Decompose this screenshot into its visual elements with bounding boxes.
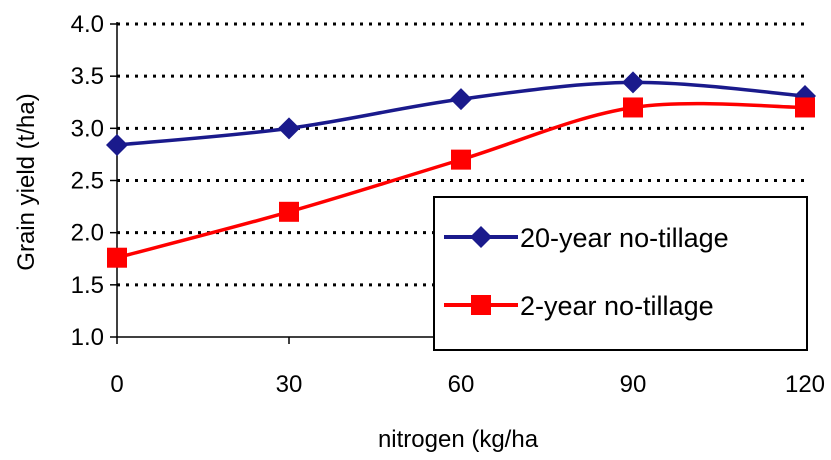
data-point bbox=[623, 97, 643, 118]
legend-label: 20-year no-tillage bbox=[520, 223, 729, 253]
y-axis-label: Grain yield (t/ha) bbox=[13, 93, 40, 270]
y-tick-label: 2.0 bbox=[71, 220, 104, 247]
data-point bbox=[279, 201, 299, 222]
data-point bbox=[450, 88, 472, 111]
x-tick-label: 60 bbox=[448, 371, 475, 398]
legend-entry: 2-year no-tillage bbox=[444, 291, 714, 321]
x-tick-label: 30 bbox=[276, 371, 303, 398]
legend-marker bbox=[471, 295, 491, 315]
y-tick-labels: 1.0 1.5 2.0 2.5 3.0 3.5 4.0 bbox=[71, 11, 104, 351]
x-tick-labels: 0 30 60 90 120 bbox=[110, 371, 825, 398]
y-tick-label: 3.5 bbox=[71, 63, 104, 90]
y-tick-label: 1.0 bbox=[71, 324, 104, 351]
data-point bbox=[622, 71, 644, 94]
legend-marker bbox=[470, 226, 492, 248]
data-point bbox=[451, 149, 471, 170]
x-tick-label: 0 bbox=[110, 371, 123, 398]
x-axis-label: nitrogen (kg/ha bbox=[378, 426, 539, 453]
series-layer bbox=[106, 71, 816, 268]
x-tick-label: 120 bbox=[785, 371, 825, 398]
y-tick-label: 3.0 bbox=[71, 115, 104, 142]
data-point bbox=[278, 117, 300, 140]
series-2 bbox=[107, 97, 815, 268]
legend: 20-year no-tillage 2-year no-tillage bbox=[433, 196, 808, 351]
data-point bbox=[795, 97, 815, 118]
x-tick-label: 90 bbox=[620, 371, 647, 398]
legend-label: 2-year no-tillage bbox=[520, 291, 714, 321]
y-tick-label: 4.0 bbox=[71, 11, 104, 38]
y-tick-label: 2.5 bbox=[71, 168, 104, 195]
legend-box bbox=[433, 196, 808, 351]
y-tick-label: 1.5 bbox=[71, 272, 104, 299]
data-point bbox=[107, 247, 127, 268]
legend-entry: 20-year no-tillage bbox=[444, 223, 729, 253]
series-1 bbox=[106, 71, 816, 157]
data-point bbox=[106, 134, 128, 157]
